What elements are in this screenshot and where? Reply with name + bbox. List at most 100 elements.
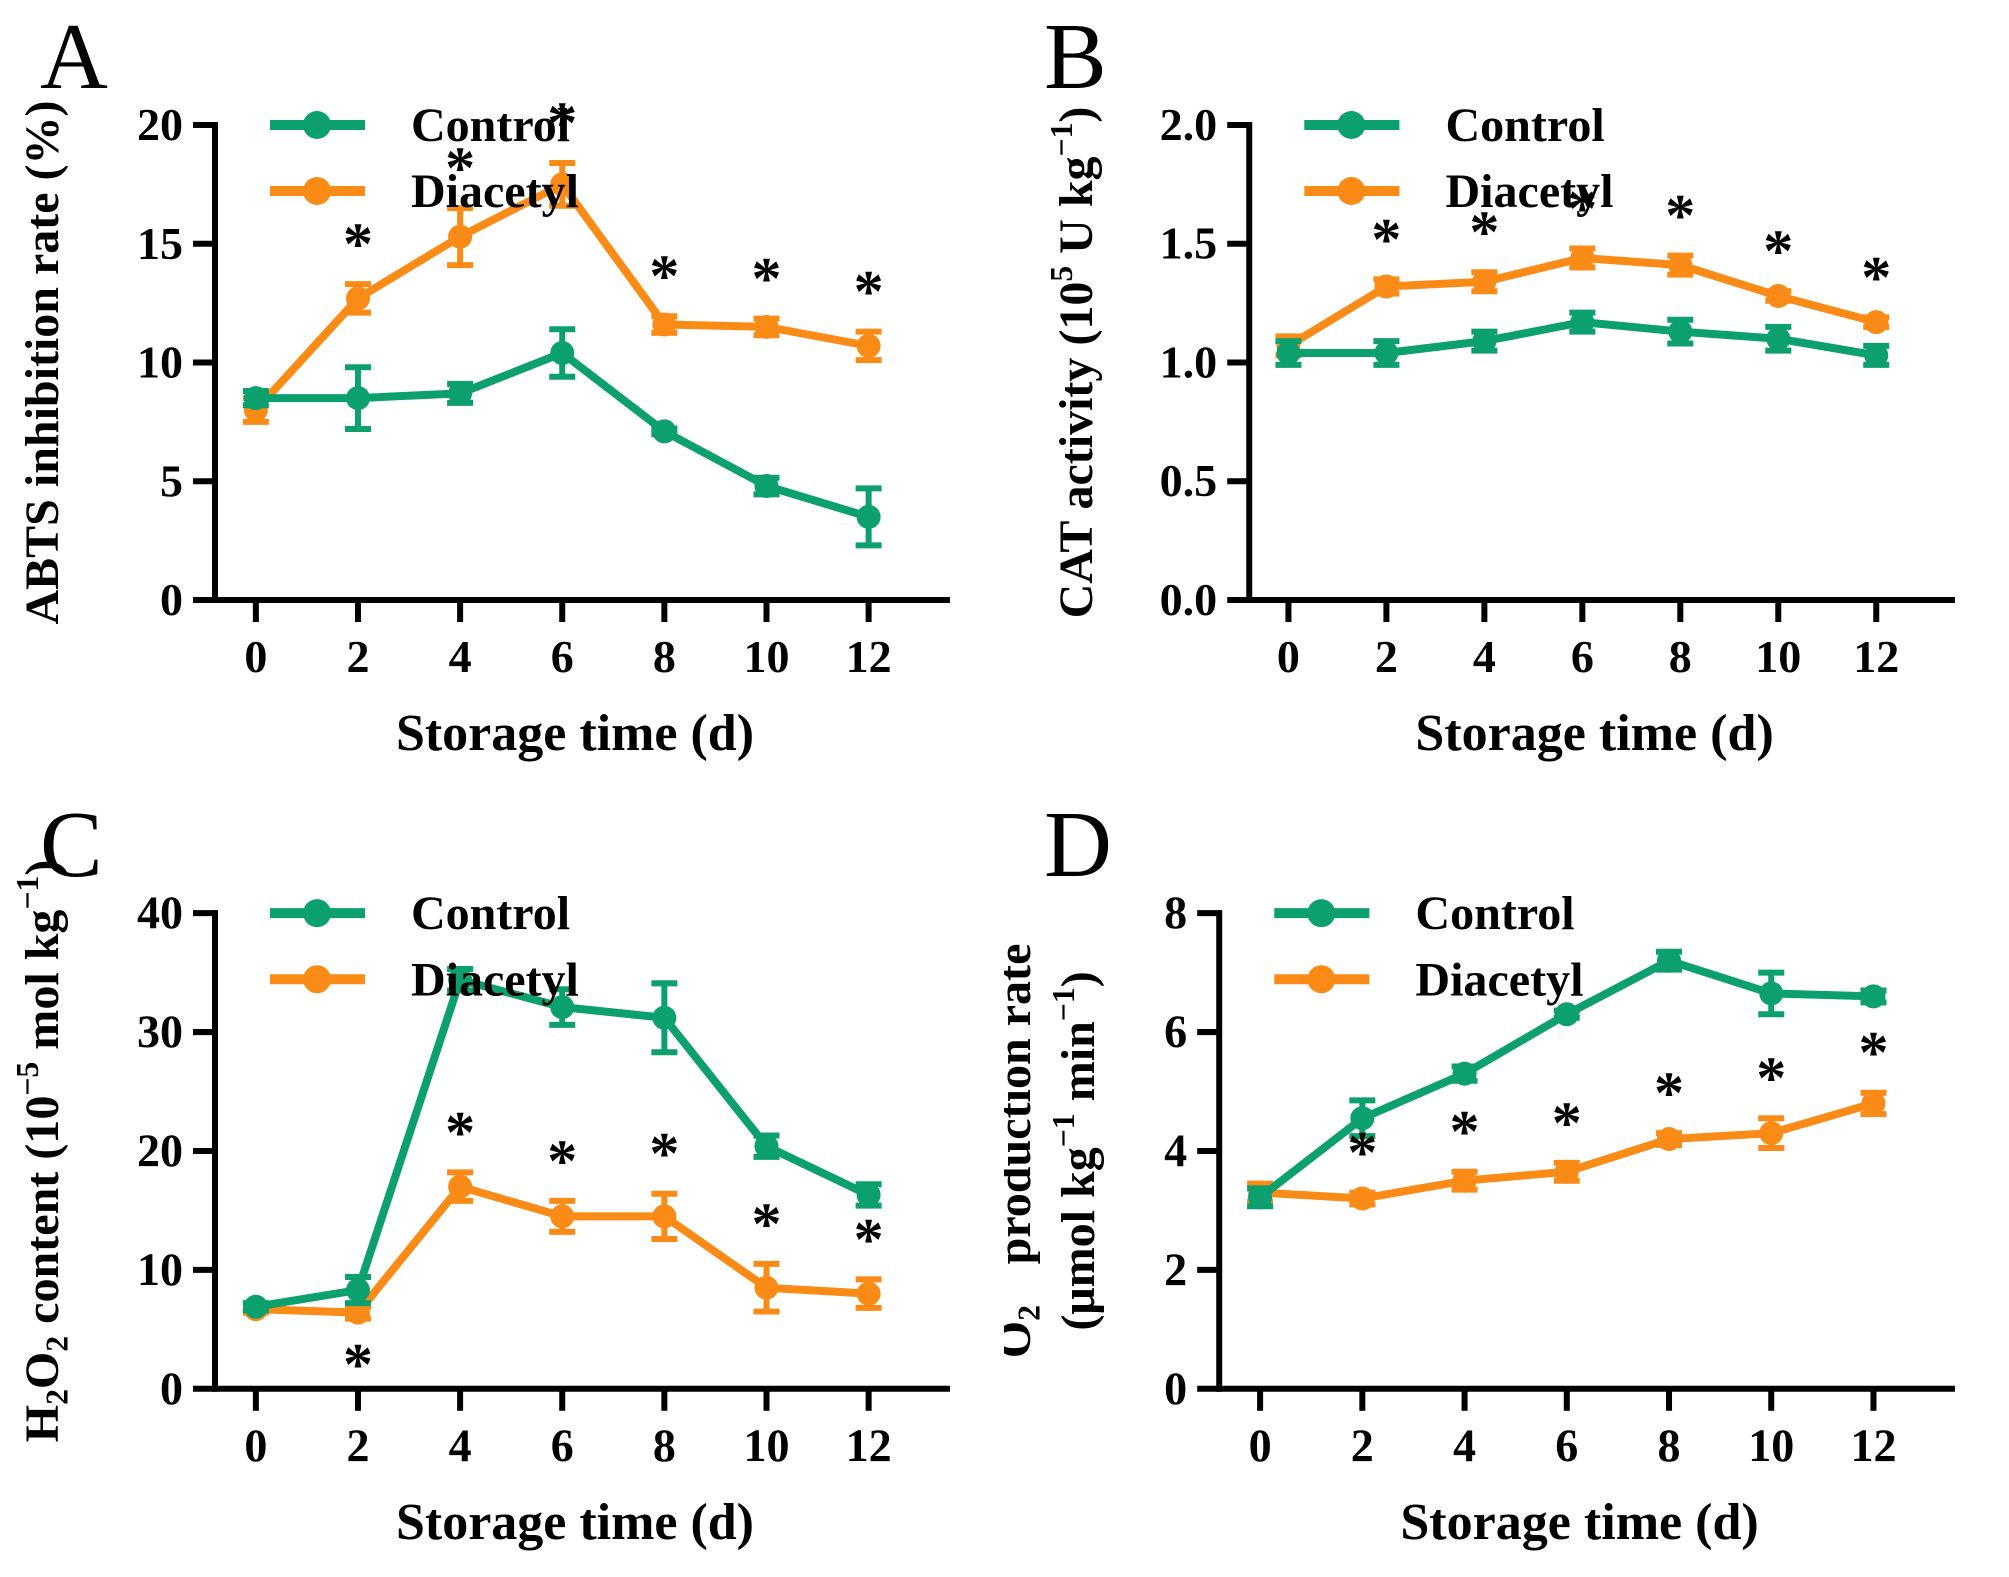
y-ticks: 0.0 0.5 1.0 1.5 2.0 [1160,99,1250,625]
x-tick-label: 4 [449,1420,472,1471]
legend-label: Control [411,887,570,940]
panel-c: C 0 10 20 30 40 0 2 4 6 8 10 12 Storage time (d) H2O2… [0,788,1004,1577]
legend-marker-icon [303,965,331,994]
legend-marker-icon [1337,177,1366,205]
significance-markers: * * * * * * [343,1099,884,1397]
legend-label: Control [1415,887,1574,940]
significance-markers: * * * * * * [343,90,884,325]
x-tick-label: 12 [846,1420,892,1471]
x-tick-label: 10 [1748,1420,1794,1471]
legend-label: Diacetyl [1415,953,1583,1006]
significance-star: * [1347,1119,1377,1186]
data-point-marker [1759,981,1784,1006]
significance-star: * [1665,183,1695,249]
data-point-marker [345,1300,370,1325]
data-point-marker [1861,1091,1886,1116]
data-point-marker [1759,1121,1784,1146]
data-point-marker [1766,326,1791,351]
data-point-marker [1861,984,1886,1009]
significance-star: * [1552,1089,1582,1156]
y-tick-label: 6 [1164,1006,1187,1057]
data-point-marker [856,1281,881,1306]
data-point-marker [550,995,575,1020]
data-point-marker [550,1204,575,1229]
significance-star: * [1567,176,1597,242]
data-point-marker [1570,310,1595,335]
significance-star: * [1858,1019,1888,1086]
y-tick-label: 15 [137,218,183,269]
y-tick-label: 10 [137,1244,183,1295]
data-point-marker [652,312,677,337]
legend-marker-icon [303,177,331,205]
x-tick-label: 10 [743,1420,789,1471]
significance-star: * [343,1332,373,1398]
legend-item-control: Control [1304,99,1605,152]
data-point-marker [754,1275,779,1300]
y-tick-label: 40 [137,887,183,938]
legend-marker-icon [1307,899,1336,928]
y-ticks: 0 5 10 15 20 [137,99,215,625]
data-point-marker [345,386,370,411]
data-point-marker [1374,274,1399,299]
y-tick-label: 0.0 [1160,574,1218,625]
y-tick-label: 5 [160,455,183,506]
significance-star: * [751,1191,781,1257]
x-axis-title: Storage time (d) [1415,705,1773,762]
x-tick-label: 2 [1351,1420,1374,1471]
data-point-marker [1766,284,1791,308]
data-point-marker [856,1182,881,1207]
data-point-marker [1472,269,1497,294]
data-point-marker [1276,341,1301,365]
data-point-marker [1668,253,1693,278]
data-point-marker [1452,1168,1477,1193]
data-point-marker [550,341,575,365]
y-tick-label: 30 [137,1006,183,1057]
data-point-marker [652,1005,677,1030]
legend-marker-icon [303,899,331,928]
data-point-marker [448,1174,473,1199]
data-point-marker [1374,341,1399,365]
data-point-marker [1554,1159,1579,1184]
y-tick-label: 1.0 [1160,337,1218,388]
y-axis-title: O2·− production rate [1004,944,1047,1359]
x-ticks: 0 2 4 6 8 10 12 [1277,600,1899,682]
data-point-marker [1248,1185,1273,1210]
y-axis-title: CAT activity (105 U kg−1) [1044,107,1103,619]
data-point-marker [1864,343,1889,368]
x-tick-label: 8 [653,631,676,682]
legend-item-diacetyl: Diacetyl [1304,165,1614,218]
x-tick-label: 0 [244,631,267,682]
x-tick-label: 0 [1277,631,1300,682]
data-point-marker [856,504,881,529]
legend: Control Diacetyl [270,887,579,1006]
significance-star: * [445,135,475,201]
y-tick-label: 8 [1164,887,1187,938]
significance-star: * [649,243,679,309]
chart-panel-c: 0 10 20 30 40 0 2 4 6 8 10 12 Storage time (d) H2O2 c… [10,860,950,1551]
legend-item-diacetyl: Diacetyl [270,953,579,1006]
x-tick-label: 0 [1249,1420,1272,1471]
legend-item-diacetyl: Diacetyl [1274,953,1583,1006]
y-tick-label: 10 [137,337,183,388]
data-point-marker [856,333,881,358]
legend-item-control: Control [270,99,570,152]
series-control [242,966,882,1319]
x-tick-label: 12 [1850,1420,1896,1471]
data-point-marker [345,1278,370,1303]
x-tick-label: 2 [346,1420,369,1471]
series-control [242,326,882,549]
significance-star: * [751,246,781,312]
series-diacetyl [1247,1089,1887,1211]
x-tick-label: 0 [244,1420,267,1471]
data-point-marker [1554,1002,1579,1027]
y-axis-title: (μmol kg−1 min−1) [1046,971,1105,1330]
significance-star: * [1654,1059,1684,1126]
panel-label-b: B [1044,5,1107,109]
x-tick-label: 8 [653,1420,676,1471]
y-tick-label: 20 [137,99,183,150]
panel-b: B 0.0 0.5 1.0 1.5 2.0 0 2 4 6 8 10 12 Storage time (… [1004,0,2009,788]
y-axis-title: ABTS inhibition rate (%) [16,100,69,624]
x-tick-label: 10 [743,631,789,682]
x-tick-label: 4 [1453,1420,1476,1471]
